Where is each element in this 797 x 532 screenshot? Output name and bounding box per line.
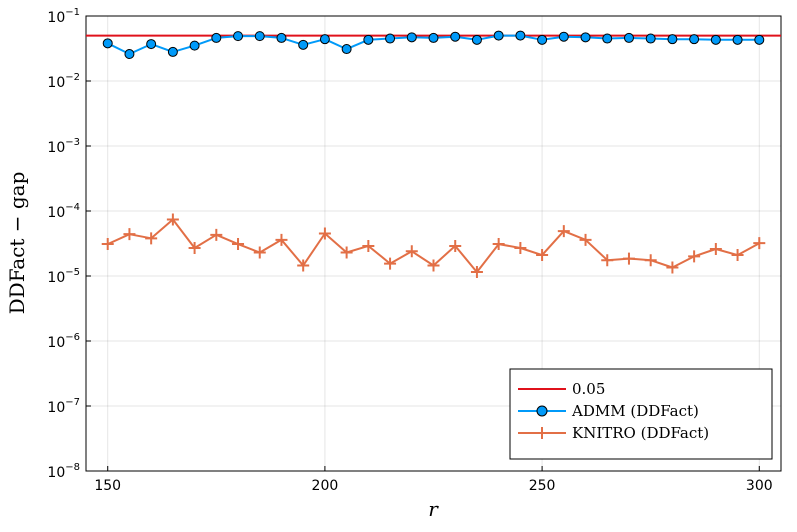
y-tick-label: 10−3 [47,137,80,156]
data-point [276,32,287,43]
data-point [667,34,678,45]
y-axis-label: DDFact − gap [5,172,29,315]
x-tick-label: 300 [746,478,773,494]
data-point [493,30,504,41]
data-point [384,257,397,270]
legend-entry: 0.05 [518,380,605,398]
data-point [189,40,200,51]
legend: 0.05 ADMM (DDFact) KNITRO (DDFact) [509,368,773,460]
data-point [211,32,222,43]
data-point [557,225,570,238]
data-point [341,44,352,55]
data-point [601,254,614,267]
data-point [732,34,743,45]
x-axis-label: r [428,497,439,521]
series [86,30,781,279]
y-axis: 10−8 10−7 10−6 10−5 10−4 10−3 10−2 10−1 [47,7,91,481]
data-point [602,33,613,44]
data-point [623,32,634,43]
legend-entry: KNITRO (DDFact) [518,424,709,442]
data-point [710,34,721,45]
series-3 [101,213,766,279]
data-point [536,249,549,262]
data-point [579,233,592,246]
data-point [558,31,569,42]
data-point [385,33,396,44]
y-tick-label: 10−1 [47,7,80,26]
x-tick-label: 250 [529,478,556,494]
legend-label: KNITRO (DDFact) [572,424,709,442]
legend-label: ADMM (DDFact) [571,402,699,420]
data-point [123,228,136,241]
data-point [427,259,440,272]
data-point [167,46,178,57]
data-point [645,33,656,44]
data-point [428,32,439,43]
data-point [731,249,744,262]
data-point [319,34,330,45]
data-point [297,259,310,272]
x-axis: 150 200 250 300 [94,466,773,494]
data-point [514,241,527,254]
data-point [753,237,766,250]
data-point [146,39,157,50]
data-point [537,34,548,45]
data-point [666,261,679,274]
data-point [210,228,223,241]
data-point [515,30,526,41]
data-point [362,239,375,252]
legend-marker [536,427,548,439]
y-tick-label: 10−7 [47,397,80,416]
legend-box [509,368,773,460]
data-point [363,34,374,45]
data-point [340,246,353,259]
data-point [232,238,245,251]
data-point [145,232,158,245]
data-point [580,32,591,43]
data-point [754,34,765,45]
data-point [101,238,114,251]
data-point [450,31,461,42]
y-tick-label: 10−5 [47,267,80,286]
data-point [405,245,418,258]
data-point [688,250,701,263]
legend-entry: ADMM (DDFact) [518,402,699,420]
data-point [188,241,201,254]
data-point [471,34,482,45]
data-point [233,31,244,42]
y-tick-label: 10−4 [47,202,80,221]
data-point [470,266,483,279]
series-2 [102,30,765,60]
y-tick-label: 10−6 [47,332,80,351]
data-point [709,243,722,256]
data-point [166,213,179,226]
data-point [102,38,113,49]
data-point [449,239,462,252]
data-point [253,246,266,259]
x-tick-label: 150 [94,478,121,494]
y-tick-label: 10−8 [47,462,80,481]
data-point [318,227,331,240]
data-point [254,31,265,42]
data-point [622,252,635,265]
data-point [406,32,417,43]
data-point [275,233,288,246]
legend-marker [536,405,548,417]
plot-frame [85,15,782,472]
y-tick-label: 10−2 [47,72,80,91]
data-point [124,49,135,60]
legend-label: 0.05 [572,380,605,398]
data-point [298,39,309,50]
data-point [689,34,700,45]
data-point [492,238,505,251]
data-point [644,254,657,267]
x-tick-label: 200 [312,478,339,494]
